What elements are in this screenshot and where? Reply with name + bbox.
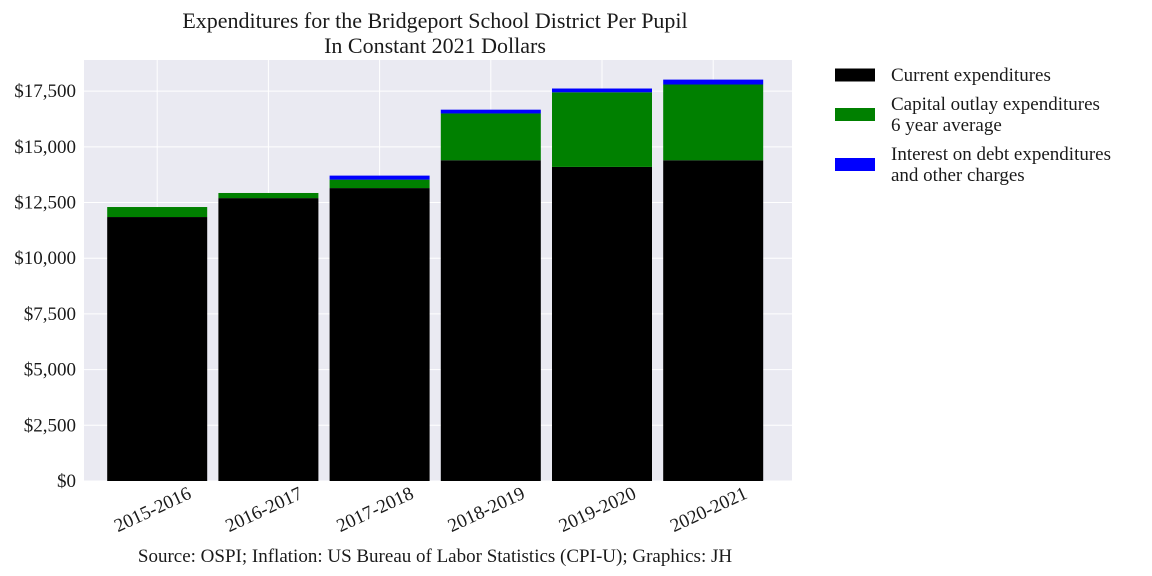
y-tick-label: $2,500 — [24, 415, 76, 436]
y-tick-label: $5,000 — [24, 360, 76, 381]
x-tick-label: 2015-2016 — [111, 483, 194, 537]
y-tick-label: $10,000 — [14, 248, 76, 269]
legend-swatch-3 — [835, 158, 875, 171]
bar-segment-2 — [107, 207, 208, 218]
x-tick-label: 2020-2021 — [667, 483, 750, 537]
bar-segment-2 — [218, 192, 319, 199]
y-tick-label: $15,000 — [14, 137, 76, 158]
bar-segment-1 — [329, 188, 430, 481]
y-tick-label: $0 — [57, 471, 76, 492]
bar-segment-2 — [440, 113, 541, 161]
bar-segment-2 — [552, 92, 652, 167]
chart-title: Expenditures for the Bridgeport School D… — [182, 8, 687, 33]
legend-swatch-2 — [835, 108, 875, 121]
x-tick-label: 2016-2017 — [222, 483, 305, 537]
source-note: Source: OSPI; Inflation: US Bureau of La… — [138, 546, 732, 567]
bars — [107, 79, 764, 482]
y-tick-label: $17,500 — [14, 81, 76, 102]
x-tick-label: 2018-2019 — [445, 483, 528, 537]
bar-segment-3 — [440, 109, 541, 114]
legend-label-1: Current expenditures — [891, 65, 1051, 86]
legend-swatch-1 — [835, 68, 875, 82]
legend-label-2: Capital outlay expenditures 6 year averag… — [891, 94, 1100, 136]
y-axis-ticks: $0 $2,500 $5,000 $7,500 $10,000 $12,500 $15,00… — [14, 81, 76, 492]
x-axis-ticks: 2015-2016 2016-2017 2017-2018 2018-2019 2019… — [111, 483, 750, 537]
chart-subtitle: In Constant 2021 Dollars — [324, 33, 546, 58]
y-tick-label: $7,500 — [24, 304, 76, 325]
y-tick-label: $12,500 — [14, 193, 76, 214]
bar-segment-3 — [329, 175, 430, 180]
x-tick-label: 2017-2018 — [334, 483, 417, 537]
bar-segment-1 — [552, 166, 652, 481]
bar-segment-2 — [663, 84, 764, 161]
bar-segment-3 — [552, 88, 652, 93]
bar-segment-2 — [329, 179, 430, 189]
bar-segment-3 — [663, 79, 764, 85]
bar-segment-1 — [663, 160, 764, 481]
x-tick-label: 2019-2020 — [556, 483, 639, 537]
bar-segment-1 — [107, 217, 208, 482]
bar-segment-1 — [218, 198, 319, 481]
legend-label-3: Interest on debt expenditures and other c… — [891, 144, 1111, 186]
legend: Current expenditures Capital outlay expen… — [835, 65, 1111, 186]
bar-segment-1 — [440, 160, 541, 481]
